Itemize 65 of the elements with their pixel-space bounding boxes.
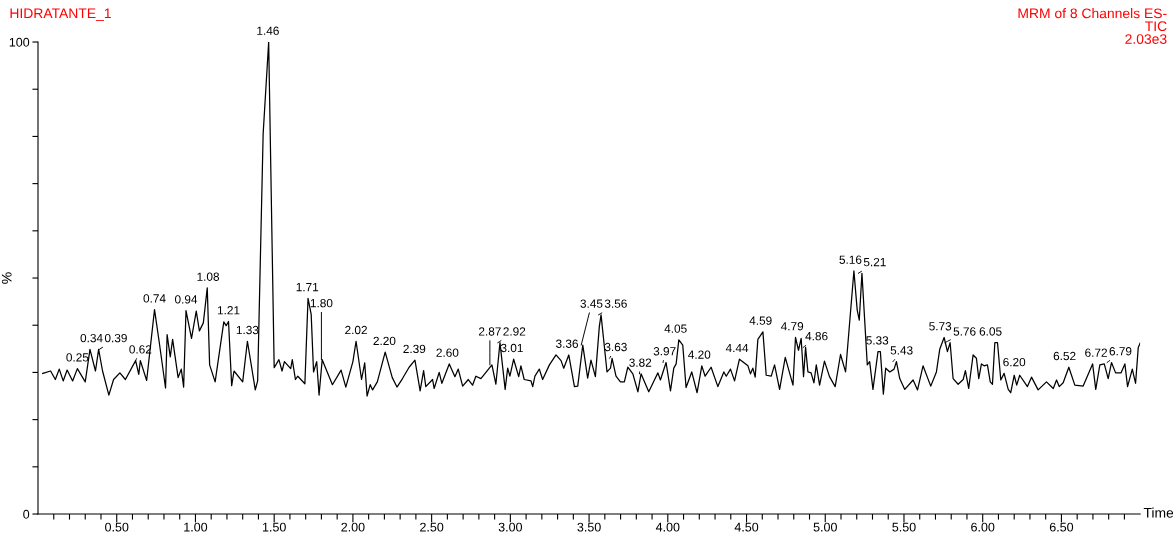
y-axis-title: %	[1, 272, 12, 284]
annotation: 1.08	[197, 272, 220, 281]
line-series	[42, 42, 1141, 397]
annotation: 1.71	[296, 283, 319, 292]
annotation: 5.43	[890, 346, 913, 355]
x-tick-label: 3.50	[577, 522, 601, 532]
annotation: 1.46	[257, 26, 279, 35]
annotation: 6.52	[1053, 351, 1076, 361]
text: TIC	[1145, 21, 1167, 32]
annotation: 5.21	[863, 257, 886, 267]
x-tick-label: 2.50	[420, 522, 444, 532]
annotation: 2.92	[503, 327, 526, 336]
x-tick-label: 4.50	[734, 522, 759, 532]
annotation: 0.25	[66, 353, 89, 362]
x-tick-label: 4.00	[655, 522, 680, 532]
x-tick-label: 0.50	[105, 522, 129, 532]
x-tick-label: 1.50	[262, 522, 286, 532]
annotation: 3.45	[580, 299, 603, 308]
annotation: 4.59	[749, 316, 772, 325]
annotation: 6.05	[979, 327, 1002, 336]
annotation: 4.79	[780, 322, 804, 331]
annotation: 4.86	[805, 331, 828, 341]
annotation: 2.20	[373, 336, 396, 346]
annotation: 0.39	[104, 333, 127, 343]
x-tick-label: 5.00	[813, 522, 837, 532]
annotation: 5.73	[929, 322, 952, 331]
annotation: 0.34	[80, 333, 103, 343]
annotation: 6.79	[1109, 347, 1132, 356]
point	[135, 358, 138, 362]
annotation: 3.56	[604, 299, 627, 308]
x-tick-label: 2.00	[341, 522, 365, 532]
x-tick-label: 6.50	[1049, 522, 1074, 532]
annotation: 0.74	[143, 294, 166, 303]
x-tick-label: 5.50	[892, 522, 916, 532]
chart-title: HIDRATANTE_1	[10, 8, 111, 21]
annotation: 4.05	[664, 324, 687, 333]
annotation: 3.97	[653, 347, 676, 356]
annotation: 0.94	[174, 295, 198, 304]
annotation: 3.82	[629, 358, 652, 367]
annotation: 5.16	[839, 255, 862, 264]
chart-subtitle: MRM of 8 Channels ES-	[1018, 8, 1167, 19]
annotation: 2.02	[345, 325, 367, 335]
x-axis-title: Time	[1143, 507, 1173, 518]
annotation: 5.76	[953, 327, 976, 336]
y-tick-label: 0	[23, 509, 30, 519]
annotation: 3.36	[556, 339, 579, 348]
x-tick-label: 6.00	[971, 522, 995, 532]
annotation: 4.20	[688, 350, 711, 359]
point	[609, 355, 612, 359]
annotation: 1.80	[310, 298, 333, 308]
point	[1106, 360, 1111, 363]
annotation: 2.39	[403, 344, 426, 354]
y-tick-label: 100	[9, 37, 30, 47]
annotation: 2.87	[478, 327, 501, 336]
annotation: 3.01	[500, 343, 523, 353]
annotation: 2.60	[436, 348, 459, 357]
annotation: 4.44	[725, 343, 749, 353]
x-tick-label: 1.00	[184, 522, 208, 532]
annotation: 6.20	[1003, 357, 1026, 367]
annotation: 2.03e3	[1125, 34, 1167, 44]
x-tick-label: 3.00	[498, 522, 523, 532]
annotation: 3.63	[604, 342, 627, 352]
annotation: 5.33	[866, 336, 889, 345]
annotation: 1.21	[217, 306, 240, 315]
annotation: 6.72	[1085, 348, 1107, 357]
